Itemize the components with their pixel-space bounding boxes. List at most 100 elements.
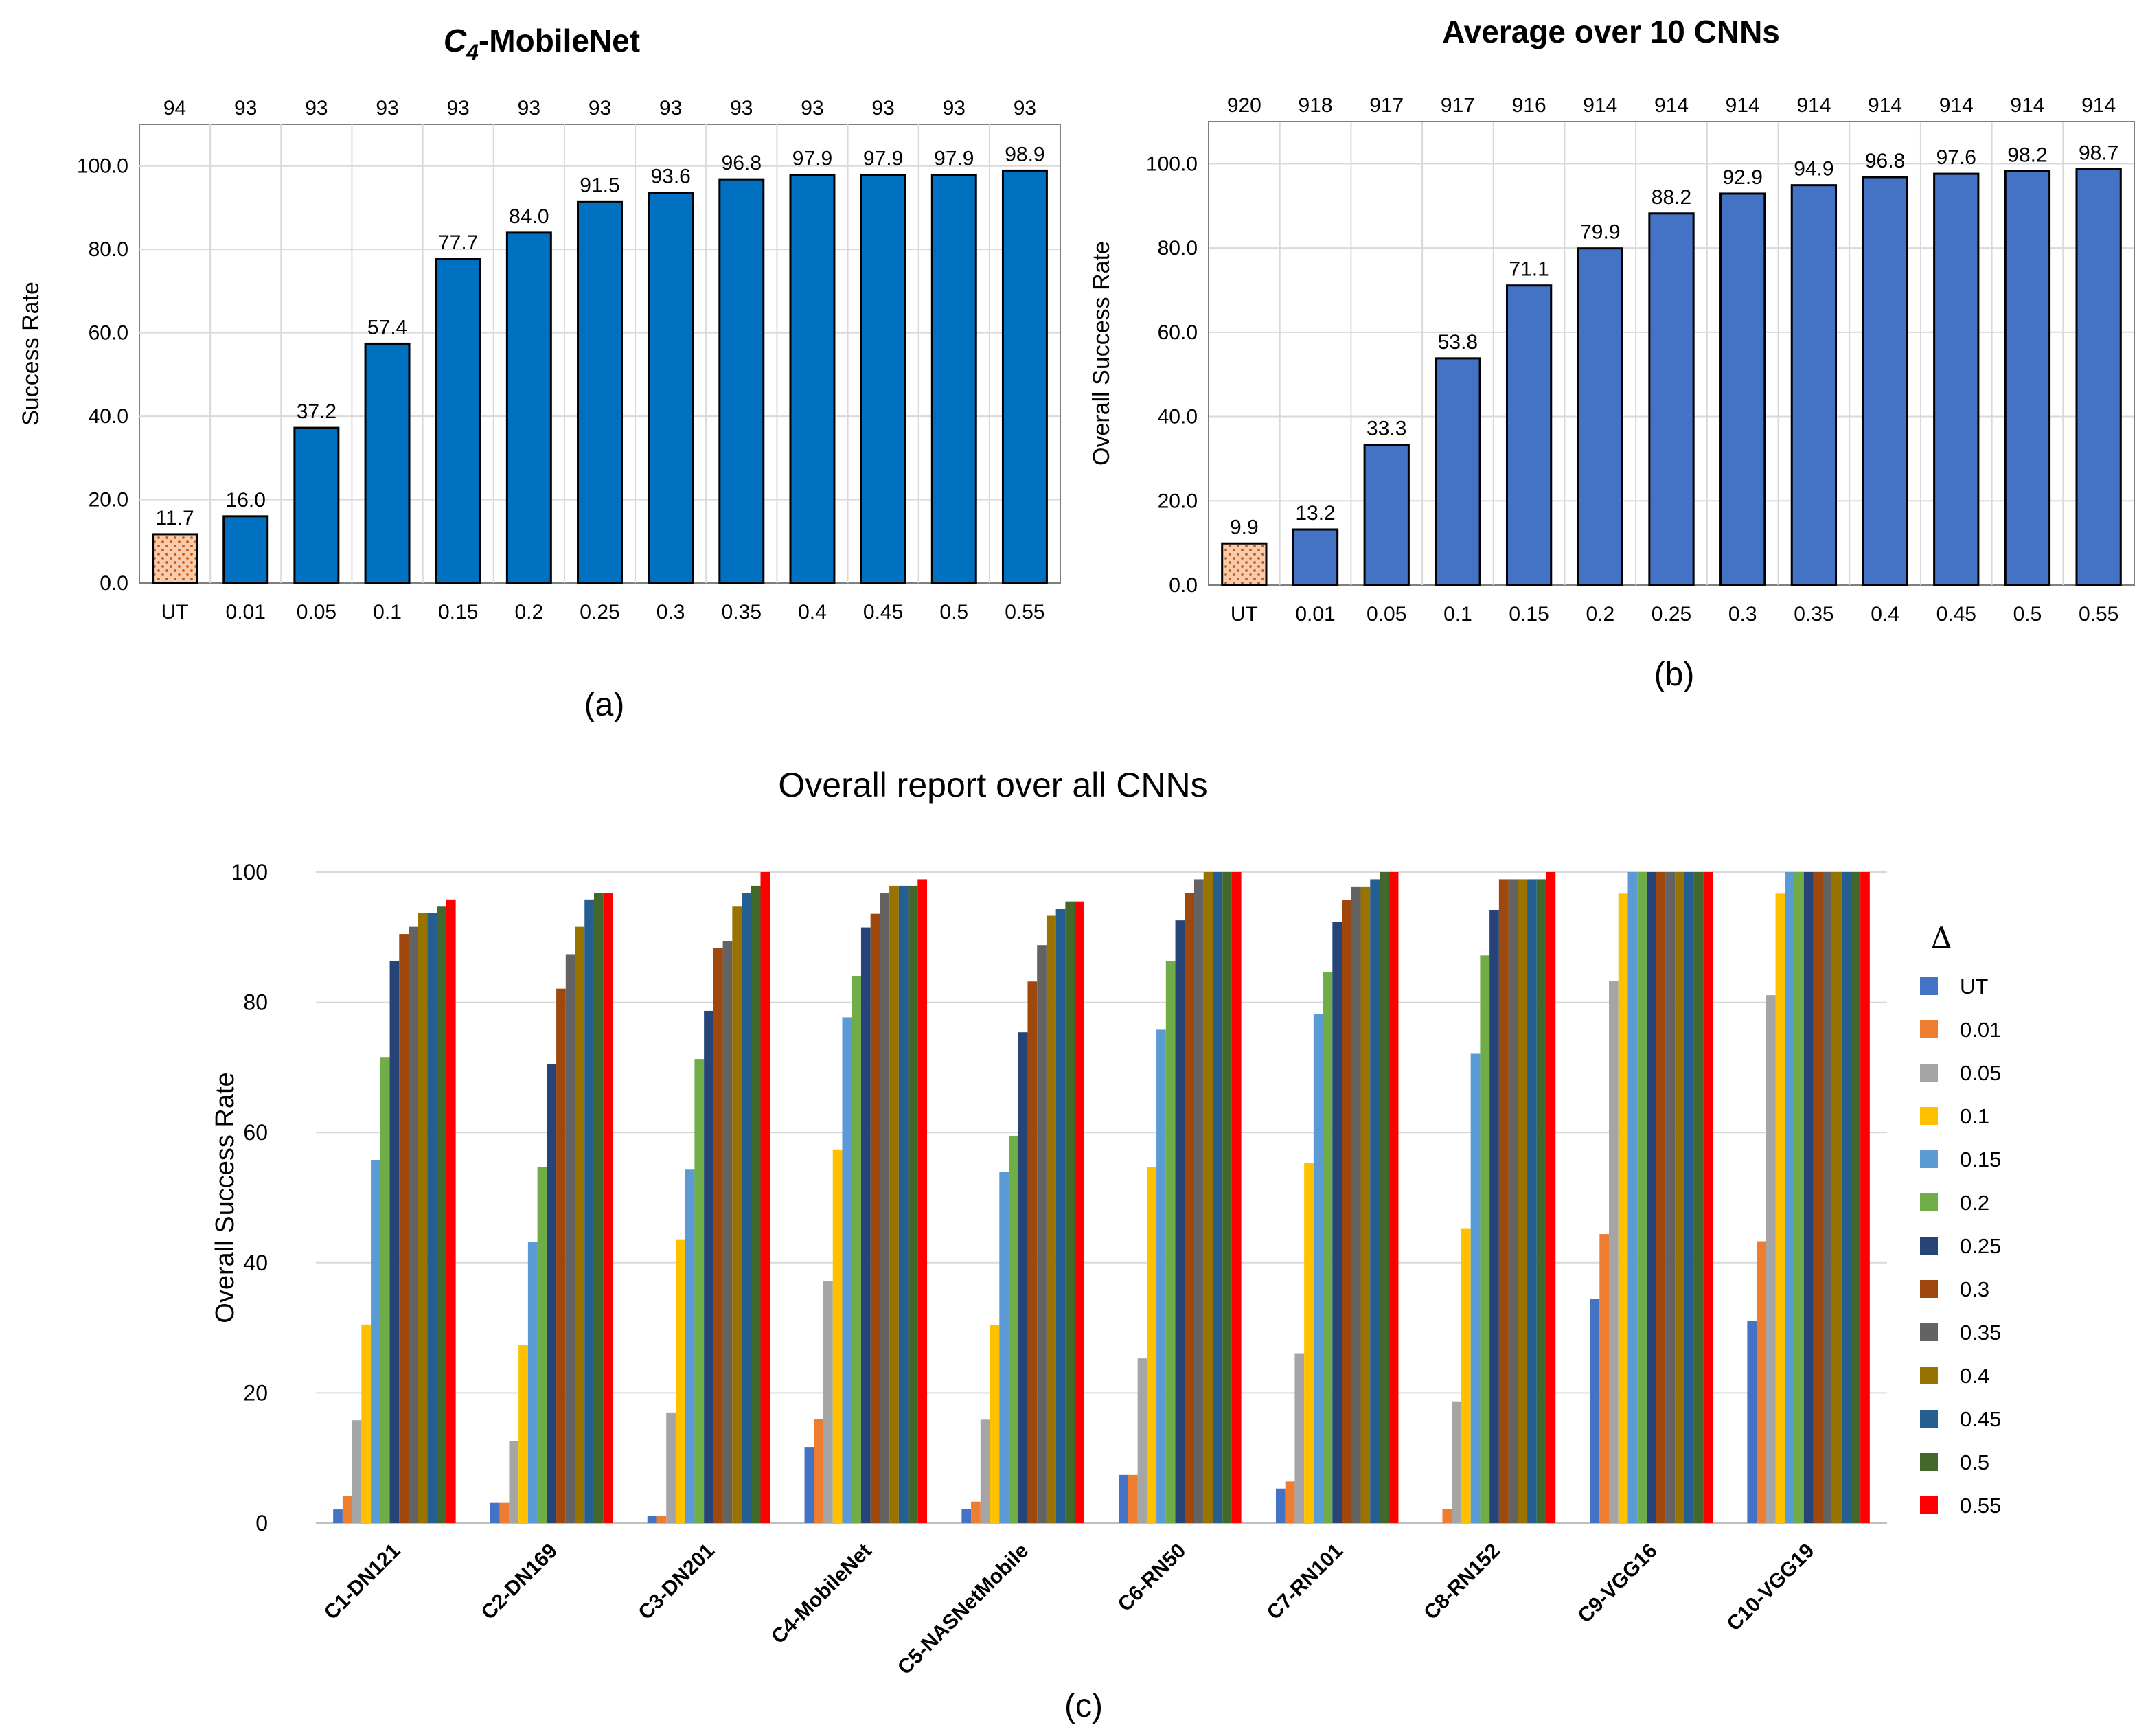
chart-a-xtick-label: 0.05 — [297, 601, 336, 624]
chart-c-legend: Δ UT 0.01 0.05 0.1 0.15 0.2 0.25 0.3 0.35 0.4 0.45 0… — [1920, 921, 2001, 1518]
chart-a-xtick-label: 0.1 — [373, 601, 402, 624]
chart-a-ytick-label: 100.0 — [77, 155, 128, 178]
chart-a-ytick-label: 80.0 — [89, 238, 128, 261]
chart-c-bar-0_55 — [760, 872, 770, 1523]
chart-a-bar — [577, 200, 623, 584]
chart-c-bar-0_01 — [1757, 1241, 1766, 1523]
chart-c-bar-0_2 — [1009, 1135, 1018, 1523]
chart-c-bar-0_2 — [1794, 872, 1804, 1523]
chart-c-bar-UT — [647, 1516, 657, 1523]
chart-c-bar-0_5 — [908, 885, 918, 1523]
chart-c-bar-0_1 — [361, 1324, 372, 1523]
chart-c-legend-label: 0.5 — [1960, 1450, 1989, 1474]
chart-a-value-label: 16.0 — [226, 489, 266, 512]
chart-c-bar-0_25 — [1332, 922, 1342, 1523]
chart-c-bar-0_15 — [1313, 1014, 1323, 1523]
chart-panel-c: Overall report over all CNNs 0 20 40 60 80 10… — [211, 766, 2001, 1724]
chart-c-bar-0_01 — [1442, 1509, 1452, 1523]
chart-a-value-label: 37.2 — [297, 400, 336, 423]
chart-a-xtick-label: 0.3 — [656, 601, 685, 624]
chart-c-bar-0_1 — [1461, 1228, 1471, 1523]
chart-c-bar-0_35 — [1193, 879, 1204, 1523]
chart-c-bar-0_55 — [1546, 872, 1556, 1523]
chart-b-ytick-label: 0.0 — [1169, 574, 1198, 597]
chart-b-value-label: 98.7 — [2079, 141, 2118, 164]
chart-c-bar-0_3 — [1656, 872, 1666, 1523]
chart-a-xtick-label: 0.25 — [580, 601, 619, 624]
chart-c-legend-swatch — [1920, 1020, 1938, 1038]
chart-b-value-label: 92.9 — [1722, 166, 1762, 189]
chart-b-title: Average over 10 CNNs — [1442, 14, 1780, 49]
chart-c-bar-UT — [961, 1509, 972, 1523]
chart-b-value-label: 94.9 — [1794, 158, 1833, 181]
chart-a-bar — [930, 173, 977, 584]
chart-c-bar-0_01 — [342, 1496, 352, 1523]
chart-a-xtick-label: 0.55 — [1005, 601, 1044, 624]
chart-c-bar-UT — [1747, 1321, 1757, 1523]
chart-c-bar-0_15 — [1785, 872, 1795, 1523]
chart-b-top-label: 914 — [2081, 94, 2116, 117]
chart-c-legend-swatch — [1920, 1496, 1938, 1514]
chart-b-top-label: 914 — [1583, 94, 1617, 117]
chart-c-bar-0_1 — [675, 1239, 685, 1523]
chart-c-bar-0_55 — [1703, 872, 1713, 1523]
chart-c-bar-0_25 — [704, 1010, 713, 1523]
chart-c-bar-0_05 — [1452, 1401, 1461, 1523]
chart-c-bar-0_45 — [1055, 909, 1066, 1523]
chart-c-bar-0_2 — [1165, 961, 1176, 1523]
chart-a-top-label: 93 — [943, 97, 966, 119]
chart-c-bar-0_15 — [999, 1172, 1009, 1523]
chart-b-top-label: 920 — [1227, 94, 1261, 117]
chart-c-bar-0_3 — [1027, 981, 1038, 1523]
chart-b-bar — [1435, 357, 1481, 586]
chart-c-bar-0_55 — [1075, 901, 1084, 1523]
chart-c-bar-0_01 — [1599, 1234, 1610, 1523]
chart-a-ylabel: Success Rate — [18, 282, 44, 426]
chart-c-bar-UT — [1590, 1299, 1600, 1523]
chart-c-xtick-label: C7-RN101 — [1263, 1540, 1348, 1625]
chart-c-bar-0_25 — [1018, 1032, 1028, 1523]
chart-c-bar-0_4 — [1046, 915, 1056, 1523]
chart-c-bar-UT — [1275, 1488, 1286, 1523]
chart-b-bar — [1862, 176, 1908, 586]
chart-a-top-label: 93 — [234, 97, 257, 119]
chart-a-top-label: 93 — [376, 97, 398, 119]
chart-b-ylabel: Overall Success Rate — [1088, 241, 1115, 466]
chart-c-legend-swatch — [1920, 1453, 1938, 1471]
chart-c-bar-0_45 — [1684, 872, 1694, 1523]
chart-c-bar-0_25 — [389, 961, 400, 1523]
chart-c-bar-0_55 — [1389, 872, 1399, 1523]
chart-b-value-label: 71.1 — [1509, 258, 1549, 281]
chart-c-ytick-label: 0 — [255, 1511, 268, 1535]
chart-c-bar-0_2 — [1323, 972, 1333, 1523]
chart-c-bar-0_4 — [732, 906, 742, 1523]
chart-c-bar-0_15 — [371, 1160, 380, 1523]
chart-c-bar-0_35 — [1823, 872, 1832, 1523]
chart-c-legend-swatch — [1920, 1367, 1938, 1384]
chart-c-bar-0_55 — [1231, 872, 1242, 1523]
chart-c-bar-0_2 — [1480, 955, 1490, 1523]
chart-a-title-prefix: C — [444, 23, 467, 58]
chart-b-xtick-label: 0.4 — [1871, 603, 1899, 626]
chart-a-value-label: 93.6 — [650, 165, 690, 188]
chart-c-bar-0_05 — [509, 1441, 519, 1523]
chart-c-legend-swatch — [1920, 977, 1938, 995]
chart-c-bar-0_01 — [499, 1502, 510, 1523]
chart-c-bar-0_01 — [814, 1419, 824, 1523]
chart-a-ytick-label: 40.0 — [89, 405, 128, 428]
chart-a-value-label: 97.9 — [863, 147, 903, 170]
chart-b-xtick-label: 0.15 — [1509, 603, 1549, 626]
chart-c-bar-0_35 — [408, 926, 418, 1523]
chart-b-bar — [2075, 168, 2122, 586]
chart-c-legend-label: 0.55 — [1960, 1494, 2001, 1518]
chart-c-bar-0_3 — [870, 913, 880, 1523]
chart-c-ytick-label: 100 — [231, 860, 268, 884]
chart-a-bar — [364, 342, 411, 584]
chart-b-xtick-label: 0.01 — [1295, 603, 1335, 626]
chart-b-xtick-label: 0.35 — [1794, 603, 1833, 626]
chart-c-legend-label: 0.35 — [1960, 1321, 2001, 1345]
chart-c-bar-0_45 — [427, 913, 437, 1523]
chart-a-bar — [435, 258, 481, 584]
chart-c-bar-0_35 — [1037, 945, 1047, 1523]
